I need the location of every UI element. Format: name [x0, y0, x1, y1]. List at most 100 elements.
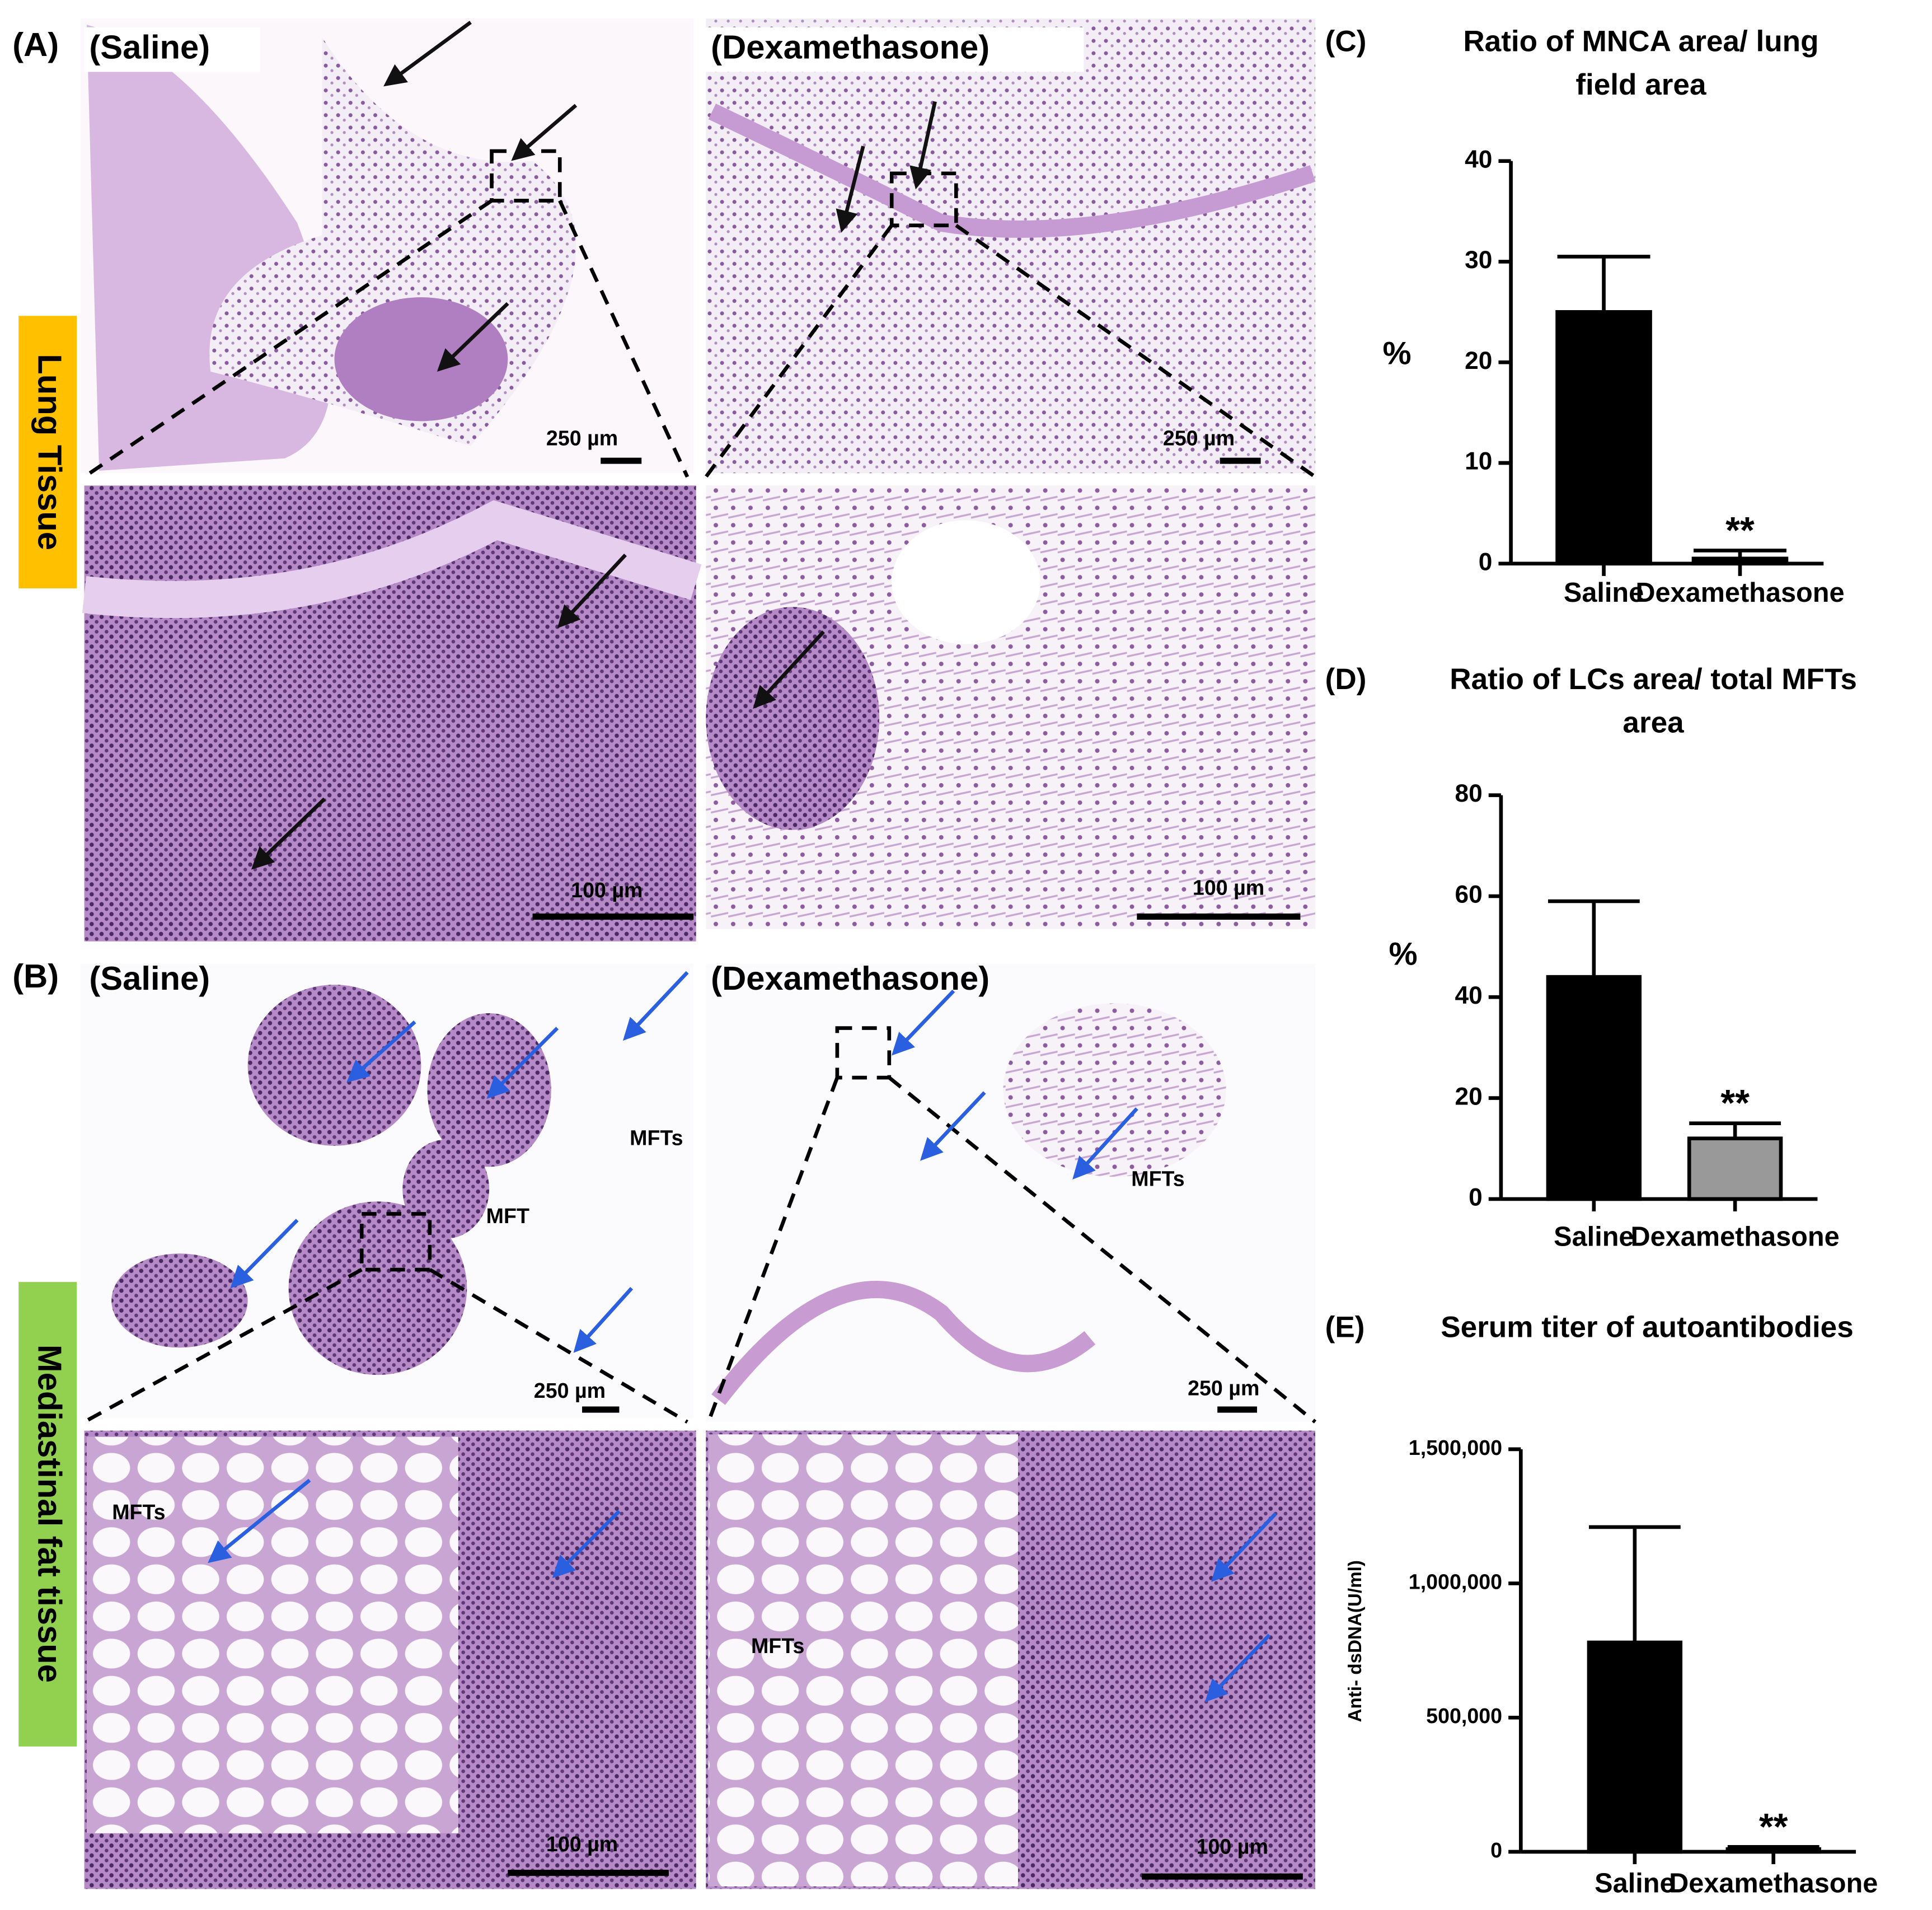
- bar: [1725, 1847, 1821, 1854]
- tissue-label: MFTs: [1131, 1167, 1184, 1191]
- arrows: [208, 21, 1277, 1702]
- y-axis-label: %: [1389, 936, 1418, 972]
- scale-label: 250 µm: [1188, 1377, 1259, 1400]
- tissue: [892, 520, 1040, 644]
- chart-label: (E): [1325, 1310, 1365, 1343]
- y-tick-label: 1,500,000: [1409, 1436, 1502, 1459]
- y-tick-label: 30: [1465, 246, 1492, 274]
- significance: **: [1725, 510, 1755, 551]
- chart-title: Serum titer of autoantibodies: [1441, 1310, 1853, 1343]
- arrow: [920, 1091, 986, 1161]
- image: [706, 963, 1315, 1422]
- panel-label: (A): [12, 26, 59, 63]
- arrow: [552, 1510, 621, 1579]
- x-tick-label: Dexamethasone: [1630, 1222, 1839, 1252]
- arrow: [753, 630, 825, 709]
- scale-label: 250 µm: [534, 1379, 606, 1402]
- y-tick-label: 80: [1455, 780, 1482, 807]
- title-bg: [84, 27, 260, 72]
- arrow: [383, 21, 472, 87]
- zoom-line: [83, 1268, 688, 1424]
- tissue: [706, 607, 880, 830]
- x-tick-label: Saline: [1564, 578, 1644, 608]
- x-tick-label: Saline: [1595, 1869, 1675, 1899]
- scale-label: 100 µm: [1193, 876, 1264, 900]
- y-tick-label: 60: [1455, 881, 1482, 909]
- arrow: [230, 1219, 299, 1289]
- tissue: [1003, 1003, 1226, 1177]
- x-tick-label: Dexamethasone: [1635, 578, 1844, 608]
- chart-title: area: [1622, 706, 1684, 739]
- side-label: Mediastinal fat tissue: [31, 1345, 68, 1683]
- chart-title: Ratio of LCs area/ total MFTs: [1450, 663, 1857, 696]
- y-tick-label: 20: [1455, 1083, 1482, 1110]
- arrow: [251, 797, 326, 870]
- panel-label: (B): [12, 957, 59, 995]
- zoom-box: [835, 1026, 892, 1080]
- arrow: [622, 971, 689, 1041]
- arrow: [346, 1020, 416, 1083]
- panel-title: (Saline): [89, 959, 210, 997]
- bar: [1691, 556, 1789, 566]
- y-tick-label: 40: [1465, 146, 1492, 173]
- chart-title: field area: [1575, 68, 1706, 101]
- tissue: [86, 1436, 458, 1833]
- panel-title: (Saline): [89, 28, 210, 65]
- significance: **: [1759, 1806, 1788, 1848]
- tissue-label: MFTs: [751, 1634, 804, 1658]
- tissue: [247, 985, 421, 1146]
- side-label-bg: [18, 1282, 77, 1747]
- scale-label: 100 µm: [546, 1832, 618, 1856]
- bar: [1546, 975, 1642, 1201]
- x-tick-label: Dexamethasone: [1669, 1869, 1878, 1899]
- y-tick-label: 1,000,000: [1409, 1570, 1502, 1594]
- tissue-label: MFTs: [112, 1500, 165, 1524]
- arrow: [892, 989, 955, 1056]
- tissue: [334, 297, 508, 422]
- chart-title: Ratio of MNCA area/ lung: [1463, 25, 1818, 58]
- tissue: [288, 1201, 467, 1375]
- arrow: [836, 146, 865, 233]
- y-axis-label: Anti- dsDNA(U/ml): [1345, 1560, 1366, 1722]
- y-tick-label: 0: [1490, 1838, 1502, 1862]
- arrow: [1211, 1512, 1277, 1583]
- y-tick-label: 40: [1455, 982, 1482, 1009]
- tissue: [111, 1253, 248, 1348]
- arrow: [1204, 1633, 1271, 1702]
- arrow: [557, 554, 627, 629]
- tissue-label: MFT: [486, 1204, 529, 1228]
- arrow: [437, 302, 509, 372]
- y-axis-label: %: [1382, 335, 1411, 371]
- y-tick-label: 20: [1465, 347, 1492, 374]
- bar: [1687, 1136, 1783, 1201]
- arrow: [573, 1286, 634, 1353]
- image: [706, 18, 1315, 474]
- bar: [1587, 1640, 1683, 1854]
- side-label-bg: [18, 316, 77, 589]
- side-label: Lung Tissue: [31, 354, 68, 550]
- panel-title: (Dexamethasone): [711, 28, 990, 65]
- bar: [1555, 310, 1652, 566]
- x-tick-label: Saline: [1554, 1222, 1634, 1252]
- chart-label: (C): [1325, 25, 1367, 58]
- arrow: [486, 1027, 559, 1099]
- arrow: [1072, 1107, 1138, 1179]
- tissue: [82, 500, 702, 619]
- zoom-line: [83, 199, 690, 479]
- zoom-line: [706, 1076, 1317, 1424]
- tissue: [708, 1434, 1018, 1886]
- arrow: [511, 104, 578, 161]
- y-tick-label: 10: [1465, 448, 1492, 475]
- arrow: [208, 1478, 311, 1563]
- significance: **: [1720, 1083, 1750, 1124]
- chart-label: (D): [1325, 663, 1367, 696]
- zoom-line: [704, 223, 1316, 479]
- tissue: [711, 1281, 1096, 1405]
- y-tick-label: 0: [1479, 548, 1493, 575]
- scale-label: 250 µm: [546, 426, 618, 450]
- arrow: [909, 101, 937, 190]
- histology-images: [80, 18, 1316, 1889]
- y-tick-label: 0: [1469, 1184, 1483, 1211]
- zoom-box: [359, 1212, 432, 1272]
